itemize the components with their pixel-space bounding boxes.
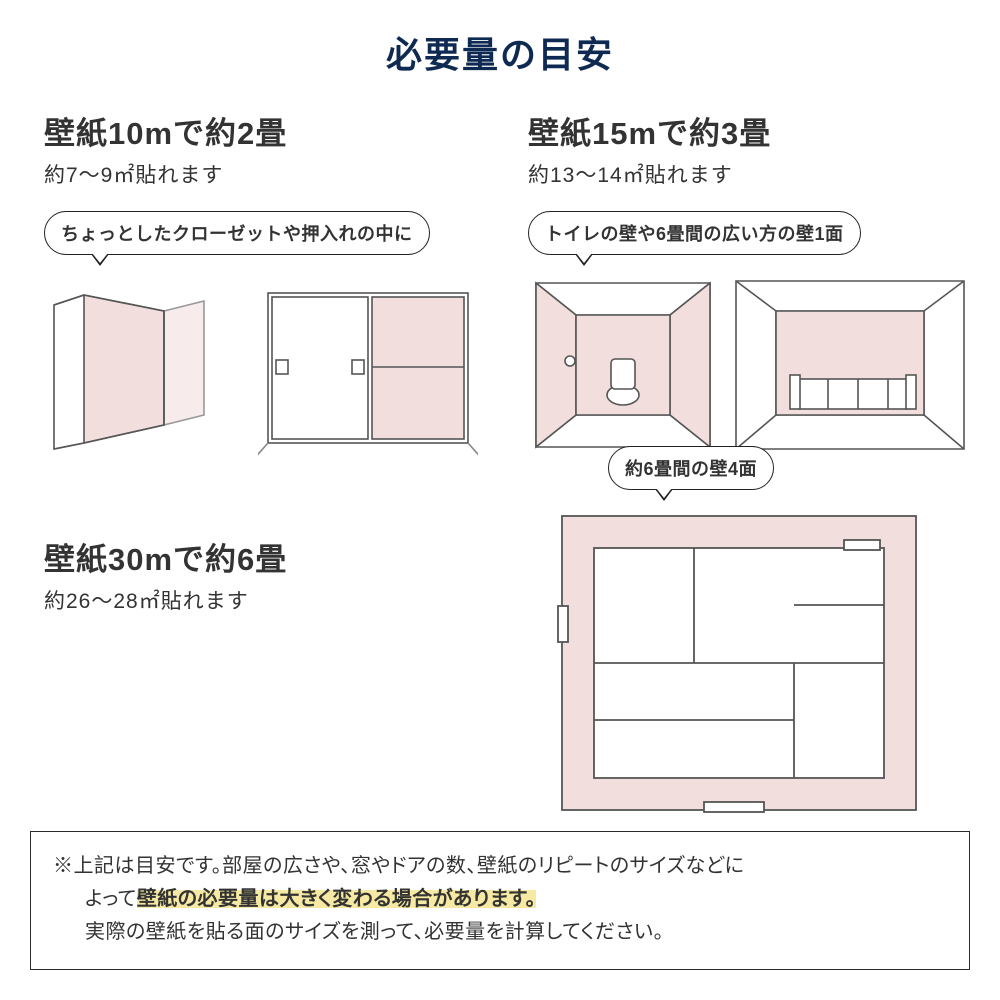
speech-10m: ちょっとしたクローゼットや押入れの中に [44, 211, 430, 255]
section-30m: 壁紙30mで約6畳 約26～28㎡貼れます [44, 534, 484, 615]
note-line-2: よって壁紙の必要量は大きく変わる場合があります。 [53, 883, 947, 916]
closet-sketch-icon [44, 275, 244, 465]
illus-15m-row [528, 275, 968, 455]
speech-30m: 約6畳間の壁4面 [608, 446, 774, 490]
section-10m: 壁紙10mで約2畳 約7～9㎡貼れます ちょっとしたクローゼットや押入れの中に [44, 108, 484, 465]
note-line-1: ※上記は目安です。部屋の広さや、窓やドアの数、壁紙のリピートのサイズなどに [53, 850, 947, 883]
heading-15m: 壁紙15mで約3畳 [528, 108, 968, 153]
sub-15m: 約13～14㎡貼れます [528, 159, 968, 189]
heading-10m: 壁紙10mで約2畳 [44, 108, 484, 153]
heading-30m: 壁紙30mで約6畳 [44, 534, 484, 579]
illus-10m-row [44, 275, 484, 465]
section-30m-figure: 約6畳間の壁4面 [528, 446, 968, 818]
sections-grid: 壁紙10mで約2畳 約7～9㎡貼れます ちょっとしたクローゼットや押入れの中に [0, 102, 1000, 892]
toilet-room-icon [528, 275, 718, 455]
illus-30m-row [528, 508, 968, 818]
living-wall-icon [732, 275, 968, 455]
sub-30m: 約26～28㎡貼れます [44, 585, 484, 615]
note-line-2-pre: よって [85, 888, 137, 910]
section-15m: 壁紙15mで約3畳 約13～14㎡貼れます トイレの壁や6畳間の広い方の壁1面 [528, 108, 968, 455]
page-title: 必要量の目安 [0, 0, 1000, 78]
note-highlight: 壁紙の必要量は大きく変わる場合があります。 [137, 888, 536, 910]
sub-10m: 約7～9㎡貼れます [44, 159, 484, 189]
note-line-3: 実際の壁紙を貼る面のサイズを測って、必要量を計算してください。 [53, 916, 947, 949]
footer-note: ※上記は目安です。部屋の広さや、窓やドアの数、壁紙のリピートのサイズなどに よっ… [30, 831, 970, 970]
speech-15m: トイレの壁や6畳間の広い方の壁1面 [528, 211, 861, 255]
room-floorplan-icon [554, 508, 924, 818]
oshiire-sketch-icon [258, 275, 478, 465]
